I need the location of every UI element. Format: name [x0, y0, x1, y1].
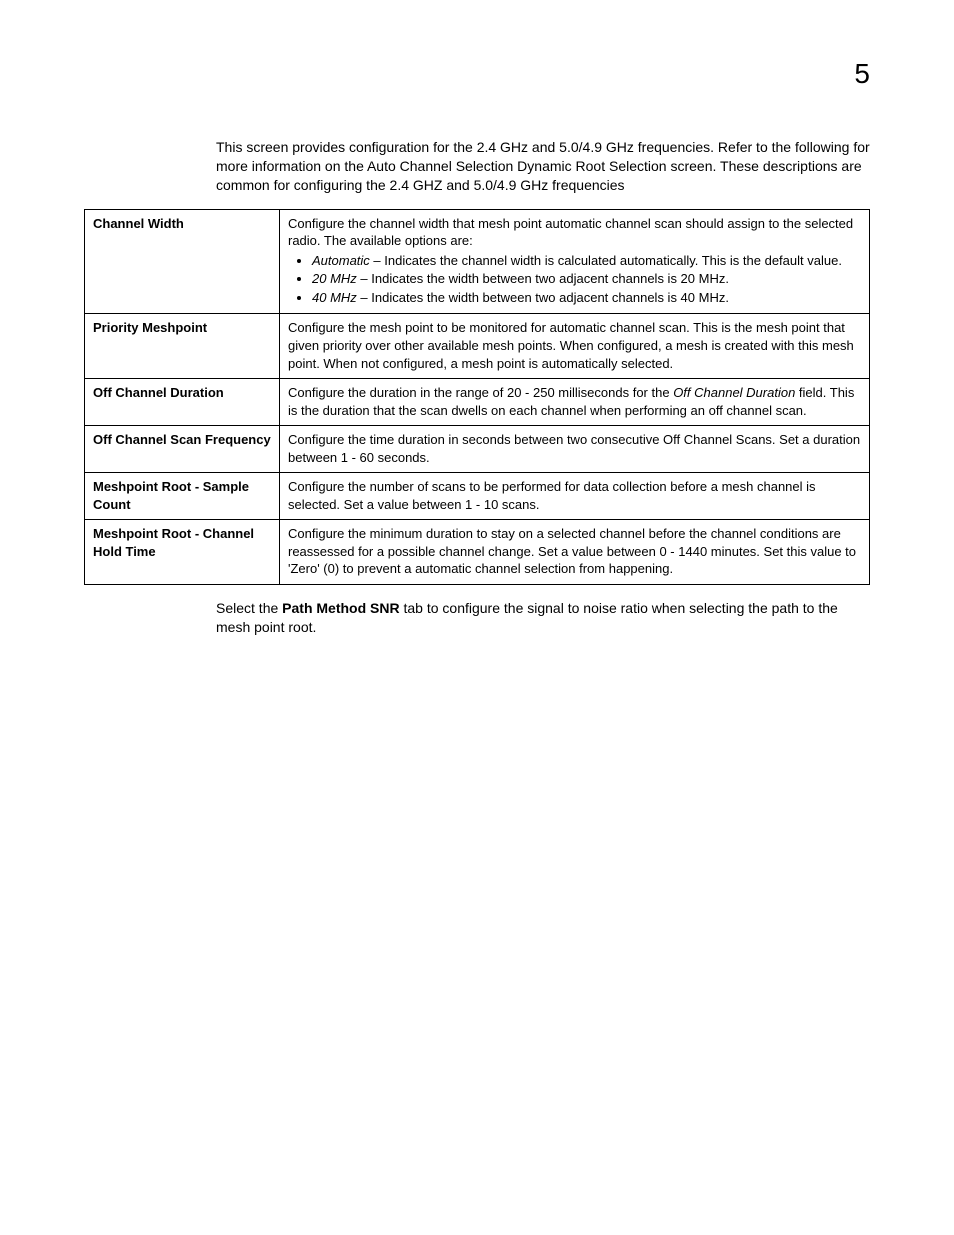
- row-description: Configure the time duration in seconds b…: [280, 426, 870, 473]
- table-row: Meshpoint Root - Sample CountConfigure t…: [85, 473, 870, 520]
- list-item: 20 MHz – Indicates the width between two…: [312, 270, 861, 288]
- config-table: Channel WidthConfigure the channel width…: [84, 209, 870, 585]
- footer-bold: Path Method SNR: [282, 600, 399, 616]
- page-number: 5: [854, 58, 870, 90]
- intro-paragraph: This screen provides configuration for t…: [216, 138, 870, 195]
- row-label: Meshpoint Root - Channel Hold Time: [85, 520, 280, 585]
- row-label: Priority Meshpoint: [85, 314, 280, 379]
- table-row: Priority MeshpointConfigure the mesh poi…: [85, 314, 870, 379]
- table-row: Off Channel DurationConfigure the durati…: [85, 379, 870, 426]
- table-row: Meshpoint Root - Channel Hold TimeConfig…: [85, 520, 870, 585]
- row-description: Configure the mesh point to be monitored…: [280, 314, 870, 379]
- footer-paragraph: Select the Path Method SNR tab to config…: [216, 599, 870, 637]
- row-label: Channel Width: [85, 209, 280, 314]
- row-description: Configure the minimum duration to stay o…: [280, 520, 870, 585]
- row-label: Meshpoint Root - Sample Count: [85, 473, 280, 520]
- table-row: Channel WidthConfigure the channel width…: [85, 209, 870, 314]
- page: 5 This screen provides configuration for…: [0, 0, 954, 1235]
- row-description: Configure the duration in the range of 2…: [280, 379, 870, 426]
- row-description: Configure the number of scans to be perf…: [280, 473, 870, 520]
- footer-pre: Select the: [216, 600, 282, 616]
- options-list: Automatic – Indicates the channel width …: [288, 252, 861, 307]
- row-description: Configure the channel width that mesh po…: [280, 209, 870, 314]
- table-row: Off Channel Scan FrequencyConfigure the …: [85, 426, 870, 473]
- row-label: Off Channel Scan Frequency: [85, 426, 280, 473]
- list-item: 40 MHz – Indicates the width between two…: [312, 289, 861, 307]
- list-item: Automatic – Indicates the channel width …: [312, 252, 861, 270]
- row-label: Off Channel Duration: [85, 379, 280, 426]
